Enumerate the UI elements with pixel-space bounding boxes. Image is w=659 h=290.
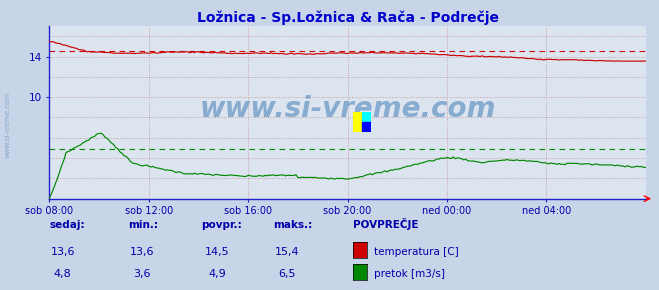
Text: temperatura [C]: temperatura [C] xyxy=(374,247,459,257)
Text: 4,9: 4,9 xyxy=(209,269,226,279)
Text: min.:: min.: xyxy=(129,220,159,230)
Text: 15,4: 15,4 xyxy=(274,247,299,257)
Text: maks.:: maks.: xyxy=(273,220,313,230)
Text: 4,8: 4,8 xyxy=(54,269,71,279)
Text: 6,5: 6,5 xyxy=(278,269,295,279)
Bar xyxy=(362,122,371,132)
Text: 13,6: 13,6 xyxy=(129,247,154,257)
Bar xyxy=(353,112,362,132)
Text: www.si-vreme.com: www.si-vreme.com xyxy=(200,95,496,123)
Text: 3,6: 3,6 xyxy=(133,269,150,279)
Text: www.si-vreme.com: www.si-vreme.com xyxy=(5,92,11,158)
Text: povpr.:: povpr.: xyxy=(201,220,242,230)
Text: pretok [m3/s]: pretok [m3/s] xyxy=(374,269,445,279)
Text: 14,5: 14,5 xyxy=(205,247,230,257)
Text: POVPREČJE: POVPREČJE xyxy=(353,218,418,230)
Title: Ložnica - Sp.Ložnica & Rača - Podrečje: Ložnica - Sp.Ložnica & Rača - Podrečje xyxy=(196,10,499,25)
Text: 13,6: 13,6 xyxy=(50,247,75,257)
Text: sedaj:: sedaj: xyxy=(49,220,85,230)
Bar xyxy=(362,112,371,122)
